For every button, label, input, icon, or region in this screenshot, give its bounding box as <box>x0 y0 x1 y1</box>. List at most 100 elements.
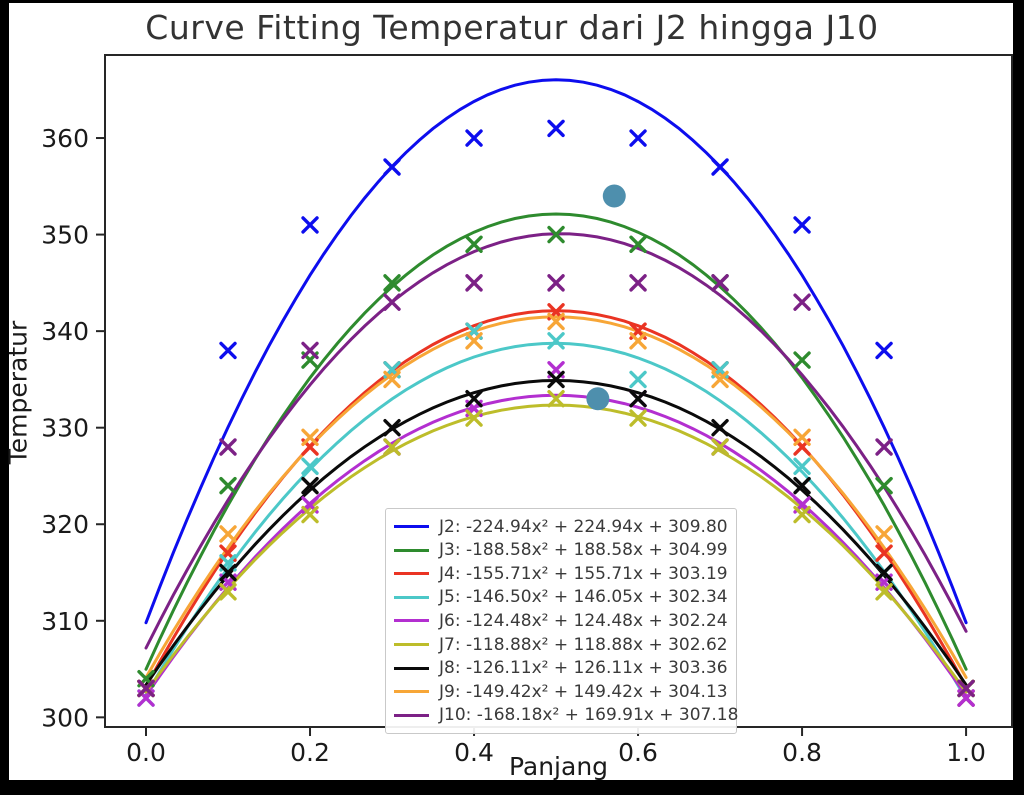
scatter-marker-J5 <box>629 370 647 389</box>
scatter-marker-J10 <box>711 274 729 292</box>
legend-label-J5: J5: -146.50x² + 146.05x + 302.34 <box>439 587 728 608</box>
legend-label-J6: J6: -124.48x² + 124.48x + 302.24 <box>439 610 728 631</box>
legend-row-J9: J9: -149.42x² + 149.42x + 304.13 <box>394 680 728 703</box>
scatter-marker-J2 <box>711 158 729 176</box>
scatter-marker-J4 <box>875 544 893 562</box>
legend-row-J6: J6: -124.48x² + 124.48x + 302.24 <box>394 609 728 632</box>
scatter-marker-J8 <box>383 418 401 437</box>
y-tick-label: 320 <box>41 510 89 539</box>
scatter-marker-J10 <box>301 341 319 360</box>
legend-row-J7: J7: -118.88x² + 118.88x + 302.62 <box>394 633 728 656</box>
legend-label-J7: J7: -118.88x² + 118.88x + 302.62 <box>439 634 728 655</box>
scatter-marker-J5 <box>547 332 565 350</box>
fit-curve-J6 <box>144 393 968 698</box>
legend-box: J2: -224.94x² + 224.94x + 309.80 J3: -188… <box>385 508 739 734</box>
legend-row-J3: J3: -188.58x² + 188.58x + 304.99 <box>394 539 728 562</box>
scatter-marker-J2 <box>219 341 237 360</box>
y-tick-label: 330 <box>41 414 89 443</box>
fit-curve-J7 <box>144 403 968 694</box>
legend-line-sample-J6 <box>394 619 429 623</box>
scatter-marker-J10 <box>547 274 565 292</box>
scatter-marker-J7 <box>875 583 893 601</box>
fit-curve-J9 <box>144 315 968 679</box>
scatter-marker-J8 <box>875 563 893 582</box>
scatter-marker-J9 <box>301 428 319 447</box>
y-tick-label: 350 <box>41 221 89 250</box>
scatter-marker-J5 <box>793 457 811 476</box>
legend-line-sample-J2 <box>394 525 429 529</box>
scatter-marker-J9 <box>711 370 729 389</box>
legend-line-sample-J4 <box>394 572 429 576</box>
legend-label-J10: J10: -168.18x² + 169.91x + 307.18 <box>439 705 739 726</box>
fit-curve-J5 <box>144 341 968 701</box>
legend-label-J4: J4: -155.71x² + 155.71x + 303.19 <box>439 563 728 584</box>
scatter-marker-J3 <box>383 274 401 292</box>
scatter-marker-J5 <box>301 457 319 476</box>
x-tick-label: 0.6 <box>618 738 658 767</box>
scatter-marker-J9 <box>383 370 401 389</box>
chart-title: Curve Fitting Temperatur dari J2 hingga … <box>145 8 879 47</box>
x-axis-label: Panjang <box>508 752 609 781</box>
scatter-marker-J7 <box>219 583 237 601</box>
legend-line-sample-J3 <box>394 548 429 552</box>
scatter-marker-J9 <box>629 332 647 350</box>
scatter-marker-J3 <box>875 476 893 495</box>
y-tick-label: 310 <box>41 607 89 636</box>
scatter-marker-J9 <box>547 312 565 331</box>
scatter-marker-J3 <box>465 235 483 253</box>
scatter-marker-J8 <box>219 563 237 582</box>
legend-row-J4: J4: -155.71x² + 155.71x + 303.19 <box>394 562 728 585</box>
legend-label-J8: J8: -126.11x² + 126.11x + 303.36 <box>439 658 728 679</box>
scatter-marker-J3 <box>793 351 811 369</box>
x-tick-label: 0.2 <box>290 738 330 767</box>
scatter-marker-J8 <box>793 476 811 495</box>
scatter-marker-J8 <box>711 418 729 437</box>
scatter-marker-J9 <box>465 332 483 350</box>
scatter-marker-J9 <box>219 525 237 543</box>
scatter-marker-J8 <box>465 390 483 408</box>
legend-line-sample-J5 <box>394 595 429 599</box>
scatter-marker-J2 <box>383 158 401 176</box>
legend-label-J2: J2: -224.94x² + 224.94x + 309.80 <box>439 516 728 537</box>
x-tick-label: 0.4 <box>454 738 494 767</box>
scatter-marker-J10 <box>793 293 811 311</box>
scatter-marker-J10 <box>219 438 237 456</box>
scatter-marker-J7 <box>711 438 729 456</box>
legend-row-J5: J5: -146.50x² + 146.05x + 302.34 <box>394 586 728 609</box>
scatter-marker-J3 <box>629 235 647 253</box>
x-tick-label: 0.0 <box>126 738 166 767</box>
y-tick-label: 300 <box>41 703 89 732</box>
scatter-marker-J10 <box>957 679 975 698</box>
scatter-marker-J9 <box>875 525 893 543</box>
fit-curve-J2 <box>144 78 968 625</box>
scatter-marker-J7 <box>465 409 483 427</box>
scatter-marker-J7 <box>301 505 319 524</box>
scatter-marker-J8 <box>547 370 565 389</box>
scatter-marker-J2 <box>301 216 319 234</box>
legend-line-sample-J10 <box>394 713 429 717</box>
y-tick-label: 360 <box>41 124 89 153</box>
outlier-dot <box>602 184 626 208</box>
scatter-marker-J7 <box>629 409 647 427</box>
scatter-marker-J3 <box>219 476 237 495</box>
scatter-marker-J10 <box>875 438 893 456</box>
scatter-marker-J10 <box>137 679 155 698</box>
scatter-marker-J8 <box>301 476 319 495</box>
legend-label-J3: J3: -188.58x² + 188.58x + 304.99 <box>439 540 728 561</box>
legend-line-sample-J8 <box>394 666 429 670</box>
legend-label-J9: J9: -149.42x² + 149.42x + 304.13 <box>439 681 728 702</box>
scatter-marker-J2 <box>547 119 565 138</box>
x-tick-label: 1.0 <box>946 738 986 767</box>
scatter-marker-J7 <box>793 505 811 524</box>
y-axis-label: Temperatur <box>3 320 33 465</box>
outlier-dot <box>586 387 610 411</box>
scatter-marker-J7 <box>547 390 565 408</box>
scatter-marker-J9 <box>793 428 811 447</box>
scatter-marker-J3 <box>547 225 565 244</box>
scatter-marker-J10 <box>465 274 483 292</box>
scatter-marker-J2 <box>629 129 647 147</box>
scatter-marker-J10 <box>383 293 401 311</box>
legend-line-sample-J7 <box>394 643 429 646</box>
